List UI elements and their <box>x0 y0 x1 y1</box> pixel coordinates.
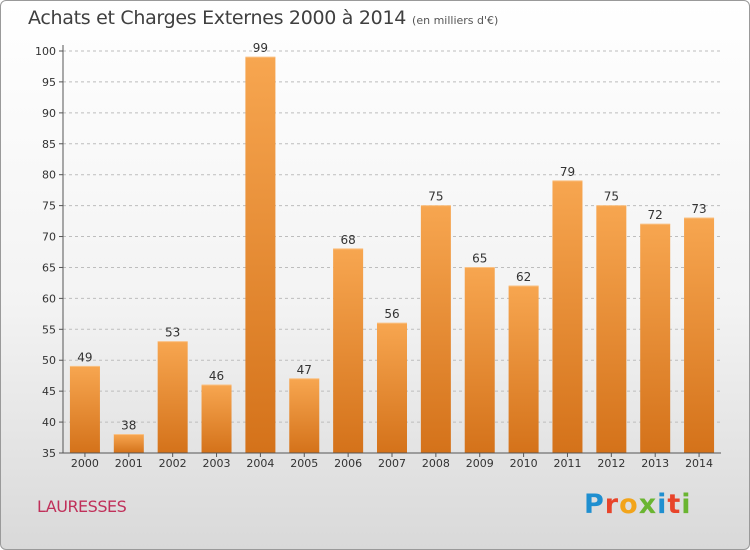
x-tick-label-2012: 2012 <box>597 457 625 470</box>
x-tick-label-2007: 2007 <box>378 457 406 470</box>
y-tick-label: 55 <box>42 323 56 336</box>
x-tick-label-2013: 2013 <box>641 457 669 470</box>
bar-2000 <box>69 366 100 453</box>
proxiti-logo: Proxiti <box>584 489 692 520</box>
chart-subtitle: (en milliers d'€) <box>412 14 499 27</box>
value-label-2008: 75 <box>428 190 443 204</box>
logo-letter: o <box>619 489 639 520</box>
value-label-2002: 53 <box>165 326 180 340</box>
bar-2012 <box>596 205 627 453</box>
value-label-2009: 65 <box>472 251 487 265</box>
y-tick-label: 85 <box>42 138 56 151</box>
x-tick-label-2008: 2008 <box>422 457 450 470</box>
axes: 35 40 45 50 55 60 65 70 75 80 85 90 95 100 2000 2001 200… <box>35 45 721 470</box>
value-label-2010: 62 <box>516 270 531 284</box>
bar-2006 <box>333 248 364 453</box>
y-tick-label: 95 <box>42 76 56 89</box>
x-tick-label-2003: 2003 <box>203 457 231 470</box>
bar-2008 <box>420 205 451 453</box>
bar-2010 <box>508 286 539 453</box>
y-tick-label: 70 <box>42 231 56 244</box>
x-tick-label-2011: 2011 <box>553 457 581 470</box>
commune-name: LAURESSES <box>37 497 127 516</box>
bar-2005 <box>289 378 320 453</box>
x-tick-label-2009: 2009 <box>466 457 494 470</box>
bar-2009 <box>464 267 495 453</box>
value-label-2005: 47 <box>297 363 312 377</box>
y-tick-label: 75 <box>42 200 56 213</box>
bar-2002 <box>157 341 188 453</box>
logo-letter: i <box>681 489 692 520</box>
x-tick-label-2000: 2000 <box>71 457 99 470</box>
value-label-2006: 68 <box>340 233 355 247</box>
y-tick-label: 65 <box>42 261 56 274</box>
y-tick-label: 45 <box>42 385 56 398</box>
bar-2007 <box>377 323 407 453</box>
bar-2001 <box>113 434 144 453</box>
x-tick-label-2014: 2014 <box>685 457 713 470</box>
y-tick-label: 35 <box>42 447 56 460</box>
y-tick-label: 100 <box>35 45 56 58</box>
bar-2014 <box>684 217 715 453</box>
bar-2004 <box>245 57 276 453</box>
bar-2011 <box>552 180 583 453</box>
chart-title-text: Achats et Charges Externes 2000 à 2014 <box>28 7 407 29</box>
value-label-2003: 46 <box>209 369 224 383</box>
y-tick-label: 50 <box>42 354 56 367</box>
value-label-2013: 72 <box>648 208 663 222</box>
x-tick-label-2002: 2002 <box>159 457 187 470</box>
x-tick-label-2005: 2005 <box>290 457 318 470</box>
x-tick-label-2004: 2004 <box>246 457 274 470</box>
labels: 49 38 53 46 99 47 68 56 75 65 62 79 75 72 73 <box>77 41 706 432</box>
y-tick-label: 90 <box>42 107 56 120</box>
x-tick-label-2006: 2006 <box>334 457 362 470</box>
logo-letter: i <box>657 489 668 520</box>
logo-letter: x <box>638 489 658 520</box>
bar-2013 <box>640 224 671 453</box>
bars <box>69 56 715 453</box>
value-label-2004: 99 <box>253 41 268 55</box>
y-tick-label: 40 <box>42 416 56 429</box>
logo-letter: r <box>604 489 620 520</box>
x-tick-label-2010: 2010 <box>510 457 538 470</box>
value-label-2011: 79 <box>560 165 575 179</box>
y-tick-label: 80 <box>42 169 56 182</box>
value-label-2000: 49 <box>77 350 92 364</box>
value-label-2001: 38 <box>121 418 136 432</box>
x-tick-label-2001: 2001 <box>115 457 143 470</box>
bar-2003 <box>201 384 232 453</box>
value-label-2014: 73 <box>691 202 706 216</box>
chart-title: Achats et Charges Externes 2000 à 2014 (e… <box>28 7 498 29</box>
value-label-2012: 75 <box>604 190 619 204</box>
logo-letter: P <box>584 489 605 520</box>
value-label-2007: 56 <box>384 307 399 321</box>
logo-letter: t <box>667 489 682 520</box>
y-tick-label: 60 <box>42 292 56 305</box>
